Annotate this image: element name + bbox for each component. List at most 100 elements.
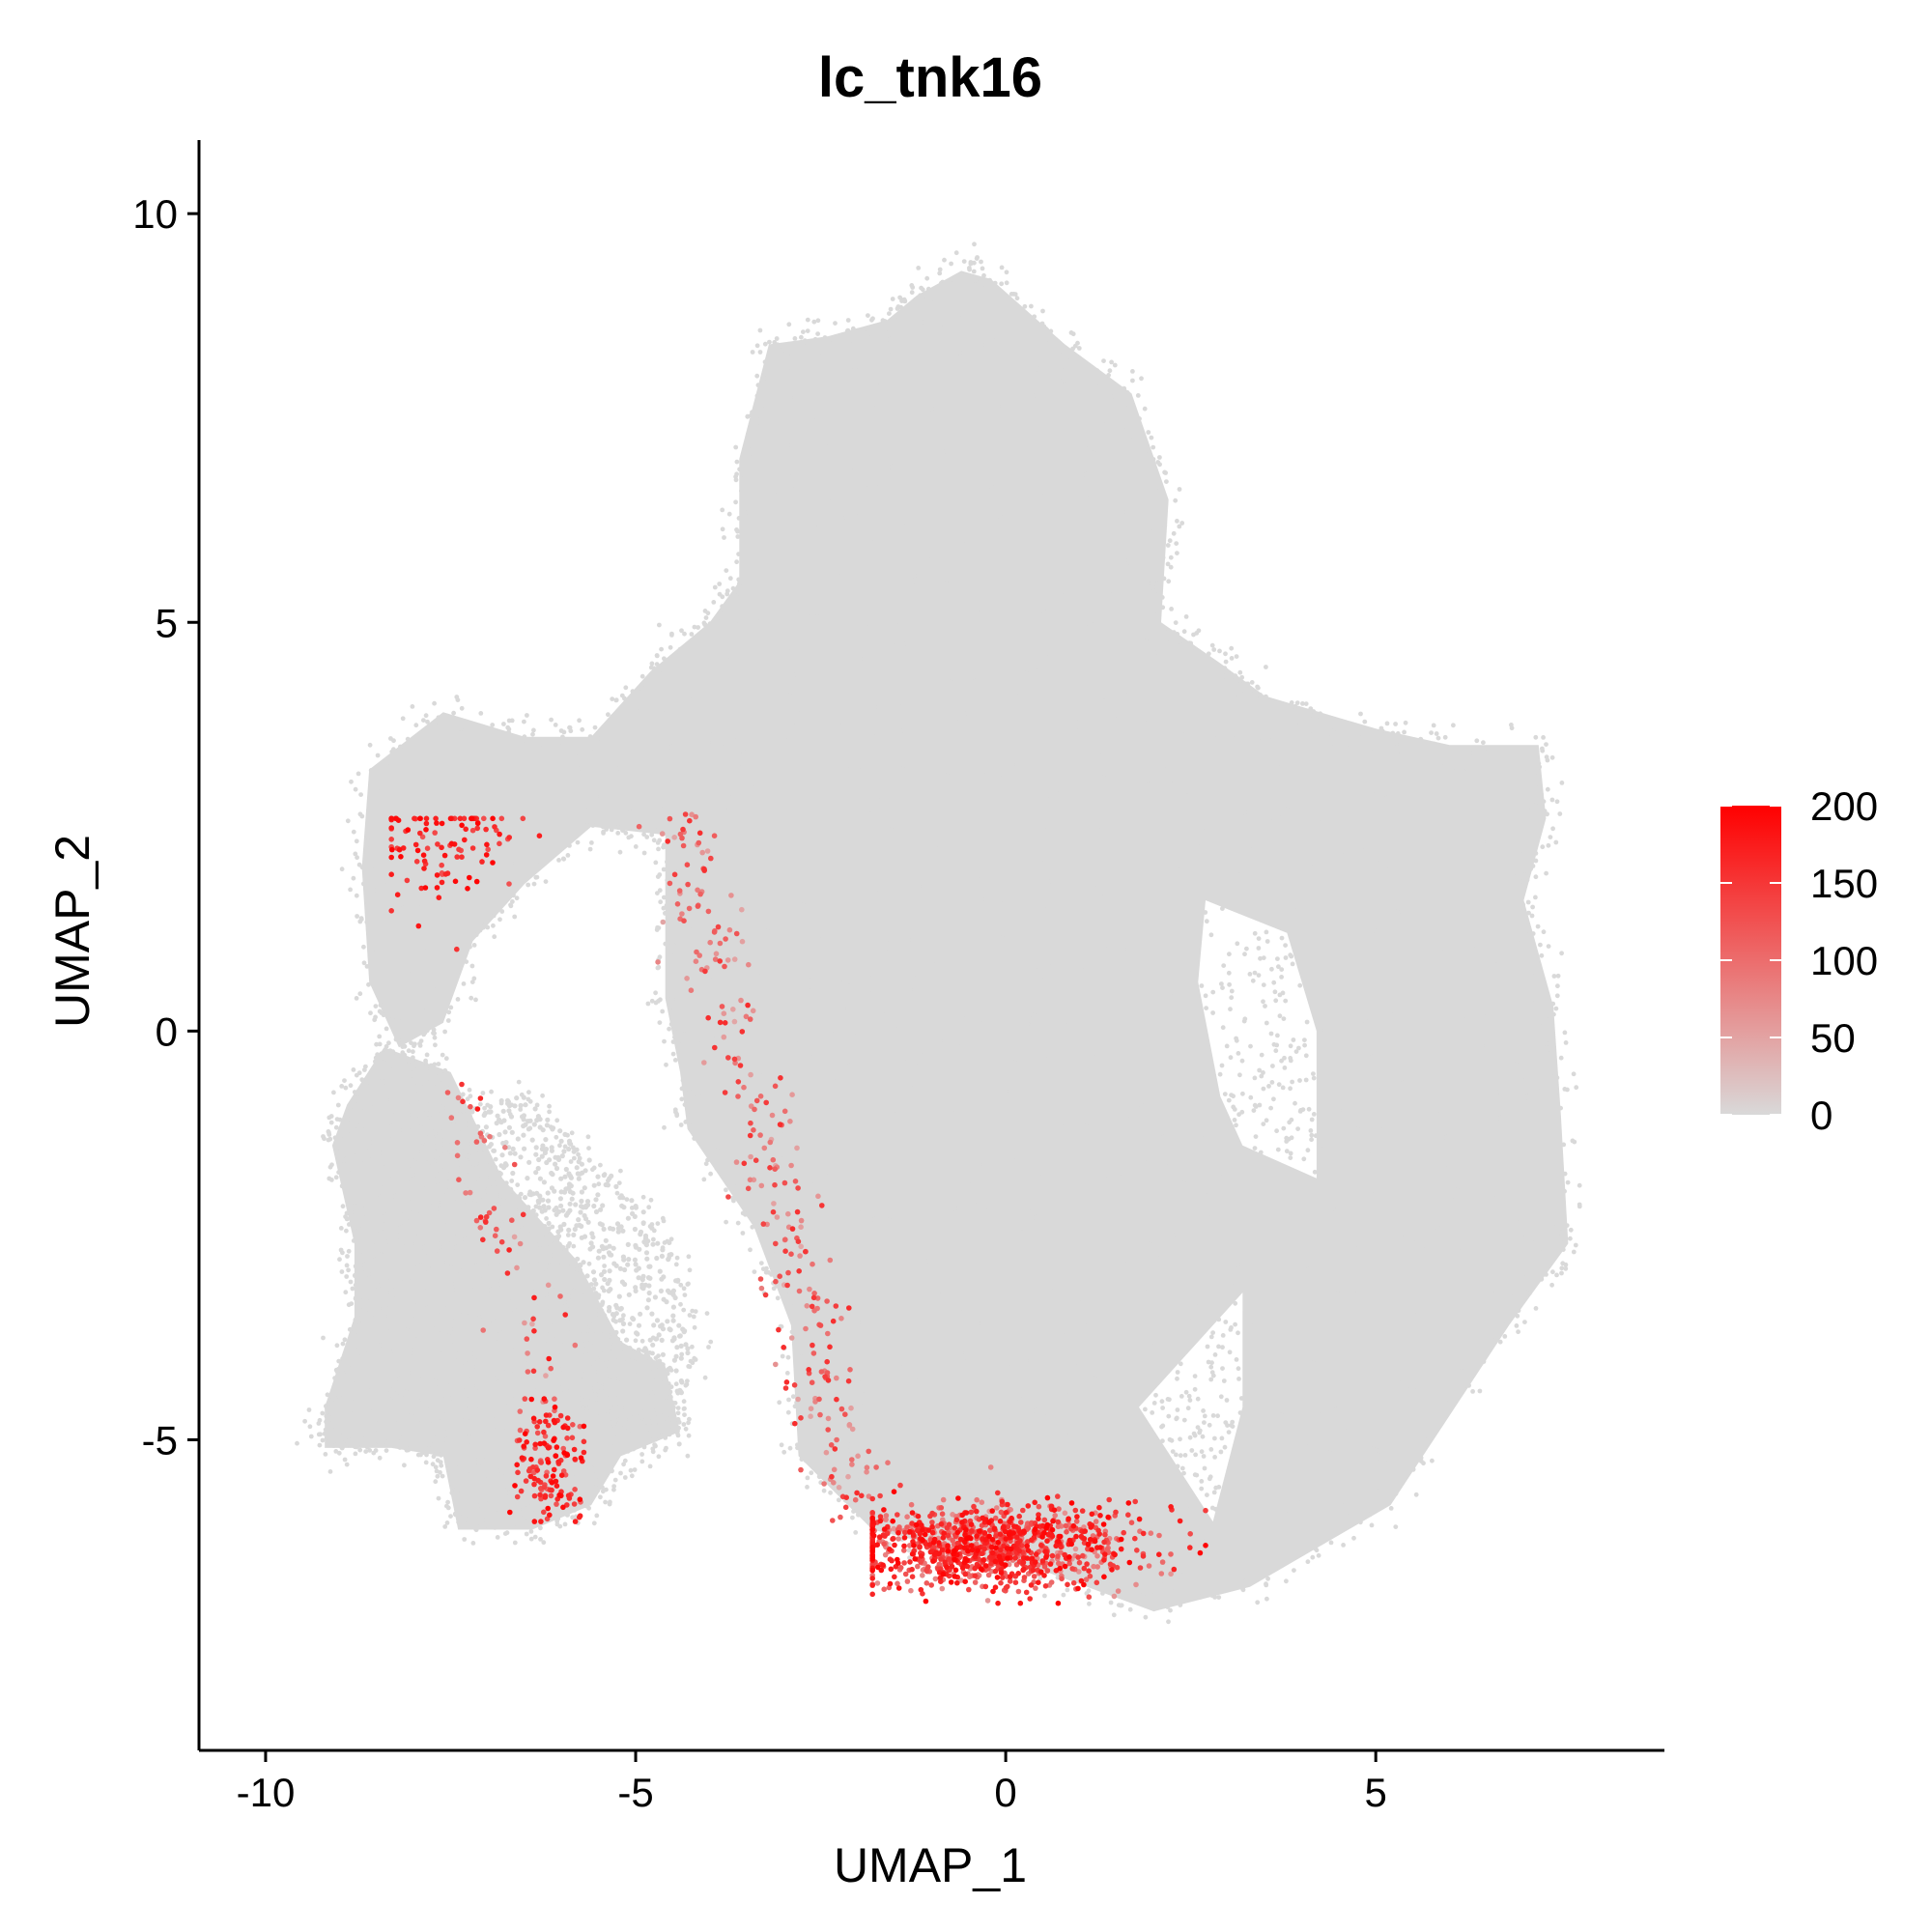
cell-point (375, 1273, 381, 1279)
cell-point (1001, 896, 1007, 902)
cell-point (936, 298, 942, 303)
cell-point (1474, 738, 1480, 744)
cell-point (432, 700, 437, 706)
cell-point (476, 1275, 482, 1281)
cell-point (1344, 1271, 1350, 1277)
cell-point (781, 1127, 787, 1133)
cell-point (534, 808, 540, 814)
cell-point (784, 1371, 790, 1376)
cell-point (1476, 1240, 1482, 1246)
cell-point (429, 1115, 435, 1121)
cell-point (909, 283, 915, 288)
cell-point (1019, 1022, 1025, 1028)
cell-point (452, 1315, 458, 1321)
cell-point (492, 934, 497, 940)
cell-point (924, 275, 930, 281)
cell-point (772, 340, 778, 345)
cell-point (1350, 1291, 1357, 1296)
cell-point (369, 864, 374, 869)
cell-point (840, 1154, 846, 1160)
cell-point (1413, 1492, 1419, 1497)
cell-point (391, 1348, 397, 1353)
cell-point (482, 1460, 488, 1465)
cell-point (368, 768, 374, 773)
cell-point (944, 377, 950, 383)
cell-point (739, 488, 744, 494)
cell-point (403, 1218, 410, 1224)
cell-point (831, 1078, 837, 1084)
cell-point (967, 267, 972, 272)
cell-point (1040, 906, 1047, 913)
cell-point (1107, 368, 1113, 374)
cell-point (1151, 514, 1157, 520)
cell-point (1426, 1438, 1432, 1444)
cell-point (1038, 1148, 1044, 1153)
cell-point (609, 1400, 614, 1406)
cell-point (817, 618, 823, 624)
cell-point (633, 844, 639, 849)
cell-point (1534, 1006, 1540, 1011)
cell-point (1425, 1433, 1431, 1438)
cell-point (1381, 1064, 1387, 1069)
cell-point (355, 771, 361, 777)
cell-point (951, 516, 956, 522)
cell-point (1314, 714, 1319, 720)
cell-point (355, 1228, 361, 1234)
cell-point (1145, 1286, 1151, 1292)
cell-point (938, 325, 944, 330)
cell-point (588, 1240, 594, 1246)
cell-point (1040, 355, 1046, 360)
cell-point (689, 1071, 694, 1076)
cell-point (392, 1066, 398, 1072)
cell-point (1179, 521, 1185, 526)
cell-point (495, 1379, 501, 1386)
cell-point (871, 704, 878, 710)
cell-point (1350, 1181, 1355, 1187)
cell-point (1216, 1595, 1222, 1600)
cell-point (610, 714, 615, 720)
cell-point (729, 821, 736, 827)
cell-point (436, 715, 441, 721)
cell-point (1397, 1331, 1403, 1337)
cell-point (904, 640, 910, 646)
cell-point (1226, 1187, 1232, 1193)
cell-point (469, 963, 475, 969)
cell-point (563, 1258, 569, 1264)
cell-point (692, 1136, 697, 1141)
cell-point (488, 1232, 494, 1237)
cell-point (574, 1295, 580, 1301)
cell-point (533, 1216, 539, 1222)
cell-point (503, 1180, 509, 1185)
cell-point (1556, 1235, 1562, 1239)
cell-point (781, 576, 787, 582)
cell-point (491, 1470, 497, 1477)
cell-point (650, 1241, 656, 1247)
cell-point (550, 746, 555, 752)
cell-point (396, 1091, 402, 1096)
cell-point (383, 1125, 388, 1131)
cell-point (432, 987, 437, 992)
cell-point (1027, 327, 1032, 332)
cell-point (1554, 993, 1560, 999)
cell-point (593, 1307, 599, 1313)
cell-point (857, 1474, 863, 1480)
cell-point (554, 1165, 560, 1172)
cell-point (678, 1122, 684, 1127)
cell-point (1363, 1177, 1369, 1182)
cell-point (821, 1488, 827, 1493)
cell-point (781, 352, 787, 357)
cell-point (375, 1338, 381, 1344)
cell-point (1121, 938, 1126, 945)
cell-point (523, 1231, 529, 1236)
cell-point (745, 432, 751, 437)
cell-point (338, 1226, 344, 1231)
cell-point (1151, 1005, 1157, 1010)
cell-point (553, 723, 558, 727)
cell-point (388, 1236, 394, 1243)
cell-point (1456, 997, 1462, 1003)
cell-point (323, 1427, 328, 1433)
cell-point (764, 376, 769, 381)
cell-point (794, 671, 800, 677)
cell-point (1534, 774, 1540, 780)
cell-point (911, 517, 917, 523)
